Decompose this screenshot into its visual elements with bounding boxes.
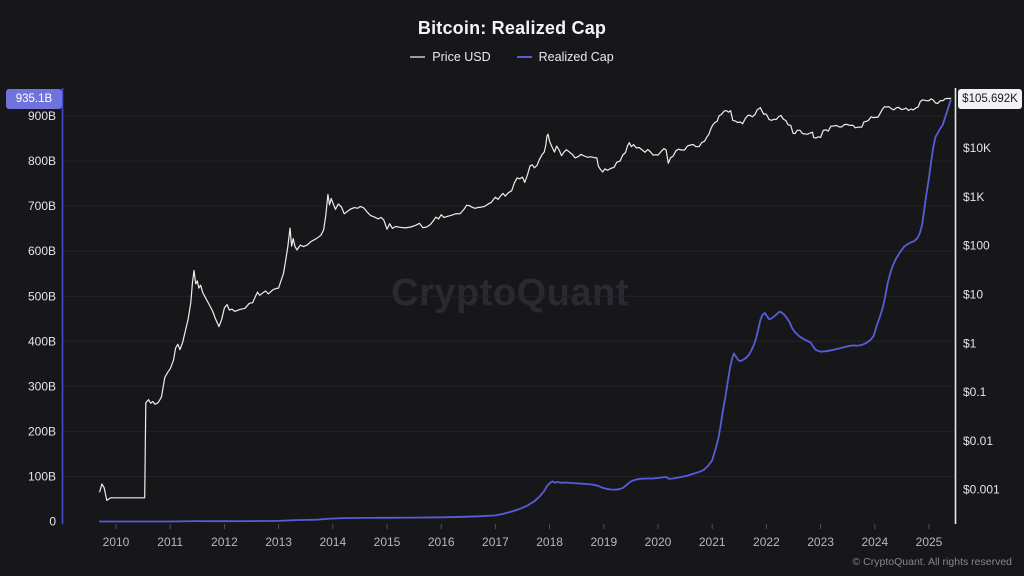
left-axis-label: 600B	[28, 244, 56, 258]
x-axis-label: 2011	[157, 535, 183, 549]
x-axis-label: 2012	[211, 535, 238, 549]
right-axis-label: $10	[963, 287, 983, 301]
left-axis-label: 200B	[28, 424, 56, 438]
cryptoquant-watermark: CryptoQuant	[391, 272, 629, 314]
right-axis-label: $0.001	[963, 483, 1000, 497]
x-axis-label: 2020	[645, 535, 672, 549]
x-axis-label: 2021	[699, 535, 726, 549]
chart-title: Bitcoin: Realized Cap	[417, 18, 607, 38]
left-axis-label: 700B	[28, 199, 56, 213]
legend-item-realized-cap[interactable]: Realized Cap	[516, 50, 614, 64]
left-axis-label: 900B	[28, 109, 56, 123]
left-axis-label: 100B	[28, 469, 56, 483]
x-axis-label: 2023	[807, 535, 834, 549]
right-axis-current-value-badge: $105.692K	[958, 89, 1022, 109]
legend-label-realized-cap: Realized Cap	[538, 50, 614, 64]
x-axis-label: 2025	[916, 535, 943, 549]
right-axis-label: $0.01	[963, 434, 993, 448]
right-axis-label: $10K	[963, 141, 991, 155]
x-axis-label: 2024	[861, 535, 888, 549]
left-axis-label: 400B	[28, 334, 56, 348]
legend-label-price-usd: Price USD	[432, 50, 491, 64]
realized-cap-line[interactable]	[98, 99, 952, 523]
x-axis-label: 2016	[428, 535, 455, 549]
left-axis-current-value-badge: 935.1B	[6, 89, 62, 109]
left-axis-label: 500B	[28, 289, 56, 303]
x-axis-label: 2015	[374, 535, 401, 549]
legend-item-price-usd[interactable]: Price USD	[410, 50, 491, 64]
x-axis-label: 2022	[753, 535, 780, 549]
copyright-notice: © CryptoQuant. All rights reserved	[852, 556, 1012, 568]
realized-cap-legend-swatch-icon	[516, 56, 532, 58]
left-axis-label: 800B	[28, 154, 56, 168]
left-axis-label: 0	[49, 515, 56, 529]
right-axis-label: $1	[963, 336, 977, 350]
left-axis-label: 300B	[28, 379, 56, 393]
right-axis-label: $0.1	[963, 385, 987, 399]
x-axis-label: 2014	[319, 535, 346, 549]
x-axis-label: 2013	[265, 535, 292, 549]
x-axis-label: 2010	[103, 535, 130, 549]
x-axis-label: 2019	[590, 535, 617, 549]
right-axis-label: $1K	[963, 190, 984, 204]
x-axis-label: 2017	[482, 535, 509, 549]
legend: Price USD Realized Cap	[0, 50, 1024, 64]
x-axis-label: 2018	[536, 535, 563, 549]
price-usd-line[interactable]	[99, 97, 952, 501]
price-line-legend-swatch-icon	[410, 56, 426, 58]
right-axis-label: $100	[963, 239, 990, 253]
